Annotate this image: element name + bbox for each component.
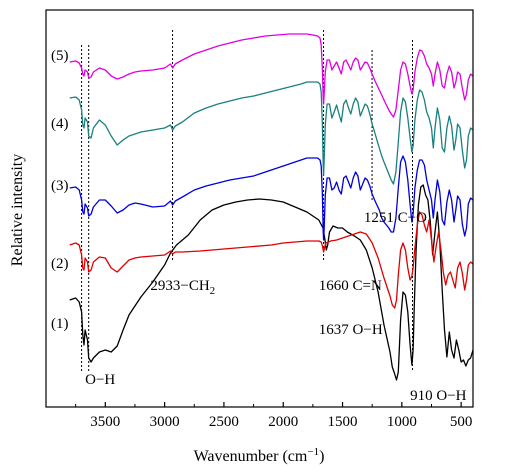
x-tick-label-3500: 3500 (90, 414, 120, 430)
series-line-5 (69, 33, 474, 118)
series-label-2: (2) (51, 256, 69, 272)
series-line-3 (69, 155, 474, 241)
marker-lines (81, 30, 414, 372)
annotations: O−H 2933−CH2 1660 C=N 1637 O−H 1251 C−O 910 O… (85, 210, 467, 404)
x-axis-label-sup: −1 (307, 446, 319, 458)
x-axis-label-end: ) (319, 448, 324, 465)
x-axis-label: Wavenumber (cm−1) (194, 446, 325, 465)
series-lines (69, 33, 474, 381)
x-tick-label-2500: 2500 (209, 414, 239, 430)
x-tick-label-2000: 2000 (268, 414, 298, 430)
annotation-2: 2933−CH2 (150, 278, 215, 297)
x-axis-label-main: Wavenumber (cm (194, 448, 308, 465)
series-label-1: (1) (51, 316, 69, 332)
annotation-3: 1660 C=N (319, 278, 382, 294)
annotation-4: 1637 O−H (319, 322, 383, 338)
series-label-3: (3) (51, 178, 69, 194)
series-line-2 (69, 211, 474, 309)
x-tick-label-1500: 1500 (328, 414, 358, 430)
plot-frame (45, 9, 474, 408)
annotation-6: 910 O−H (410, 388, 467, 404)
x-tick-label-500: 500 (450, 414, 473, 430)
series-line-4 (69, 81, 474, 185)
x-ticks: 3500 3000 2500 2000 1500 1000 500 (75, 402, 473, 430)
series-label-4: (4) (51, 116, 69, 132)
series-labels: (1) (2) (3) (4) (5) (51, 48, 69, 332)
y-axis-label: Relative intensity (9, 154, 26, 266)
annotation-1: O−H (85, 372, 115, 388)
annotation-5: 1251 C−O (364, 210, 427, 226)
x-tick-label-1000: 1000 (387, 414, 417, 430)
x-tick-label-3000: 3000 (150, 414, 180, 430)
series-label-5: (5) (51, 48, 69, 64)
